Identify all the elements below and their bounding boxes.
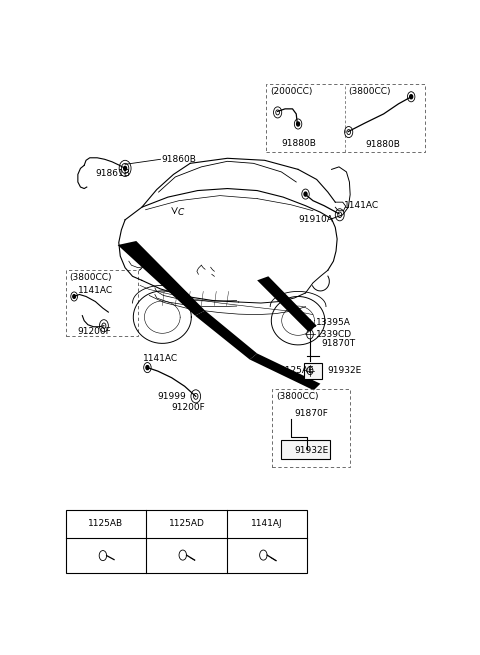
Bar [66,271,138,336]
Circle shape [410,95,413,99]
Bar [304,363,322,379]
Circle shape [146,365,149,369]
Text: 13395A: 13395A [316,318,351,327]
Polygon shape [250,354,321,390]
Text: (3800CC): (3800CC) [348,86,391,96]
Text: 91880B: 91880B [365,140,400,149]
Circle shape [297,122,300,126]
Text: (2000CC): (2000CC) [270,86,312,96]
Text: (3800CC): (3800CC) [69,273,112,282]
Text: C: C [177,208,183,217]
Text: 91932E: 91932E [294,446,329,455]
Polygon shape [257,276,317,332]
Text: 1125AE: 1125AE [279,366,314,375]
Text: 91999: 91999 [158,392,187,401]
Text: 91870F: 91870F [294,409,328,419]
Text: (3800CC): (3800CC) [276,392,318,401]
Bar [272,389,350,467]
Circle shape [124,166,127,170]
Text: 1125AD: 1125AD [168,519,204,528]
Text: 91880B: 91880B [281,139,316,147]
Text: 1141AC: 1141AC [143,354,178,363]
Text: 91861B: 91861B [96,169,130,178]
Text: 1125AB: 1125AB [88,519,123,528]
Circle shape [304,192,307,196]
Text: 1141AJ: 1141AJ [251,519,283,528]
Text: 91860B: 91860B [161,155,196,164]
Text: 91870T: 91870T [321,339,355,348]
Bar [266,84,424,152]
Polygon shape [118,241,205,316]
Text: 1141AC: 1141AC [344,201,379,210]
Text: 91200F: 91200F [172,403,205,413]
Text: 1141AC: 1141AC [78,286,113,295]
Text: 91932E: 91932E [327,366,361,375]
Polygon shape [195,310,257,360]
Text: 91910A: 91910A [298,215,333,224]
Text: 91200F: 91200F [78,328,112,336]
Bar [66,510,307,573]
Text: 1339CD: 1339CD [316,330,352,339]
Circle shape [73,295,75,298]
Bar [281,440,330,459]
